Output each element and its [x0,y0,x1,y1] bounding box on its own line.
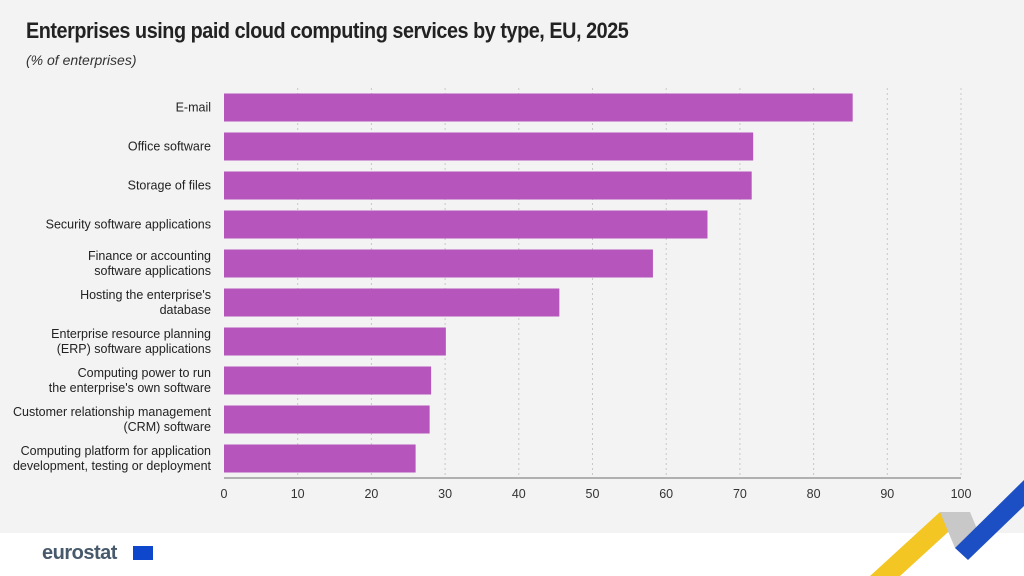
chart-title: Enterprises using paid cloud computing s… [26,18,629,43]
x-tick-label: 0 [221,487,228,501]
bar [224,210,708,239]
bar [224,93,853,122]
category-label: Computing platform for application [21,444,211,458]
bar-chart: 0 10 20 30 40 50 60 70 80 90 100 E-mail Office softw… [13,88,972,501]
x-tick-label: 70 [733,487,747,501]
category-label: Enterprise resource planning [51,327,211,341]
chart-subtitle: (% of enterprises) [26,52,137,68]
bar [224,132,754,161]
category-label: database [160,303,211,317]
bar [224,288,560,317]
x-tick-label: 90 [880,487,894,501]
bar [224,327,446,356]
footer [0,533,1024,576]
category-label: Office software [128,140,211,154]
category-label: Customer relationship management [13,405,212,419]
decorative-stripes [870,480,1024,576]
bar [224,444,416,473]
eurostat-logo: eurostat [42,542,117,564]
eu-flag-icon [133,546,153,560]
category-label: the enterprise's own software [49,381,211,395]
bar [224,249,653,278]
bar [224,405,430,434]
category-label: (ERP) software applications [57,342,211,356]
x-tick-label: 60 [659,487,673,501]
category-label: software applications [94,264,211,278]
category-label: Finance or accounting [88,249,211,263]
category-label: development, testing or deployment [13,459,212,473]
x-tick-label: 100 [951,487,972,501]
bar [224,366,432,395]
category-label: (CRM) software [123,420,211,434]
x-tick-label: 80 [807,487,821,501]
category-label: Security software applications [46,218,211,232]
x-tick-label: 30 [438,487,452,501]
bar [224,171,752,200]
category-label: E-mail [176,101,211,115]
x-tick-label: 20 [364,487,378,501]
category-label: Hosting the enterprise's [80,288,211,302]
x-tick-label: 50 [586,487,600,501]
category-label: Computing power to run [78,366,211,380]
x-tick-label: 40 [512,487,526,501]
category-label: Storage of files [128,179,211,193]
x-tick-label: 10 [291,487,305,501]
